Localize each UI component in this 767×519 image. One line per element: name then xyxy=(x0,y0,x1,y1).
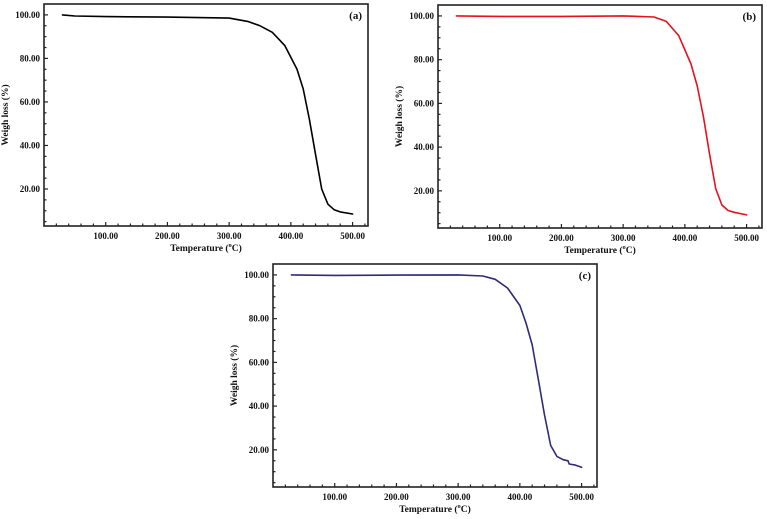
tga-curve xyxy=(290,274,583,469)
x-tick-label: 500.00 xyxy=(569,492,594,502)
y-tick-label: 60.00 xyxy=(249,357,270,367)
y-tick-label: 80.00 xyxy=(20,53,41,63)
x-tick-label: 300.00 xyxy=(611,233,636,243)
y-tick-label: 20.00 xyxy=(249,445,270,455)
x-tick-label: 100.00 xyxy=(322,492,347,502)
y-tick-label: 100.00 xyxy=(15,10,40,20)
y-tick-label: 100.00 xyxy=(244,270,269,280)
x-tick-label: 500.00 xyxy=(734,233,759,243)
y-tick-label: 80.00 xyxy=(249,314,270,324)
x-tick-label: 200.00 xyxy=(549,233,574,243)
y-tick-label: 60.00 xyxy=(414,98,435,108)
chart-a: 100.00 200.00 300.00 400.00 500.00 20.00 40.00… xyxy=(0,3,369,254)
y-axis-label: Weigh loss (%) xyxy=(0,84,11,145)
chart-c: 100.00 200.00 300.00 400.00 500.00 20.00 40.00… xyxy=(229,263,598,515)
y-tick-label: 40.00 xyxy=(20,140,41,150)
x-tick-label: 300.00 xyxy=(446,492,471,502)
y-tick-label: 100.00 xyxy=(409,11,434,21)
x-tick-label: 500.00 xyxy=(340,231,365,241)
panel-label: (c) xyxy=(579,270,592,282)
tga-curve xyxy=(455,15,748,216)
y-axis-label: Weigh loss (%) xyxy=(394,86,405,147)
x-tick-label: 300.00 xyxy=(217,231,242,241)
y-axis-label: Weigh loss (%) xyxy=(229,345,240,406)
chart-panel-b: 100.00 200.00 300.00 400.00 500.00 20.00 40.00… xyxy=(385,0,767,256)
x-axis-label: Temperature (oC) xyxy=(564,244,636,255)
x-tick-label: 100.00 xyxy=(93,231,118,241)
y-tick-label: 20.00 xyxy=(20,184,41,194)
chart-panel-c: 100.00 200.00 300.00 400.00 500.00 20.00 40.00… xyxy=(220,255,610,515)
x-tick-label: 400.00 xyxy=(672,233,697,243)
x-axis-label: Temperature (oC) xyxy=(399,503,471,514)
y-tick-label: 60.00 xyxy=(20,97,41,107)
y-tick-label: 40.00 xyxy=(414,142,435,152)
x-tick-label: 100.00 xyxy=(487,233,512,243)
plot-frame xyxy=(272,263,598,488)
y-tick-label: 40.00 xyxy=(249,401,270,411)
chart-b: 100.00 200.00 300.00 400.00 500.00 20.00 40.00… xyxy=(394,4,763,256)
tga-curve xyxy=(61,14,354,215)
x-tick-label: 200.00 xyxy=(155,231,180,241)
y-tick-label: 20.00 xyxy=(414,186,435,196)
x-axis-label: Temperature (oC) xyxy=(170,242,242,254)
panel-label: (b) xyxy=(743,11,757,23)
chart-panel-a: 100.00 200.00 300.00 400.00 500.00 20.00 40.00… xyxy=(0,0,380,255)
y-tick-label: 80.00 xyxy=(414,55,435,65)
x-tick-label: 400.00 xyxy=(278,231,303,241)
plot-frame xyxy=(43,3,369,227)
plot-frame xyxy=(437,4,763,229)
x-tick-label: 200.00 xyxy=(384,492,409,502)
panel-label: (a) xyxy=(349,10,362,22)
x-tick-label: 400.00 xyxy=(507,492,532,502)
